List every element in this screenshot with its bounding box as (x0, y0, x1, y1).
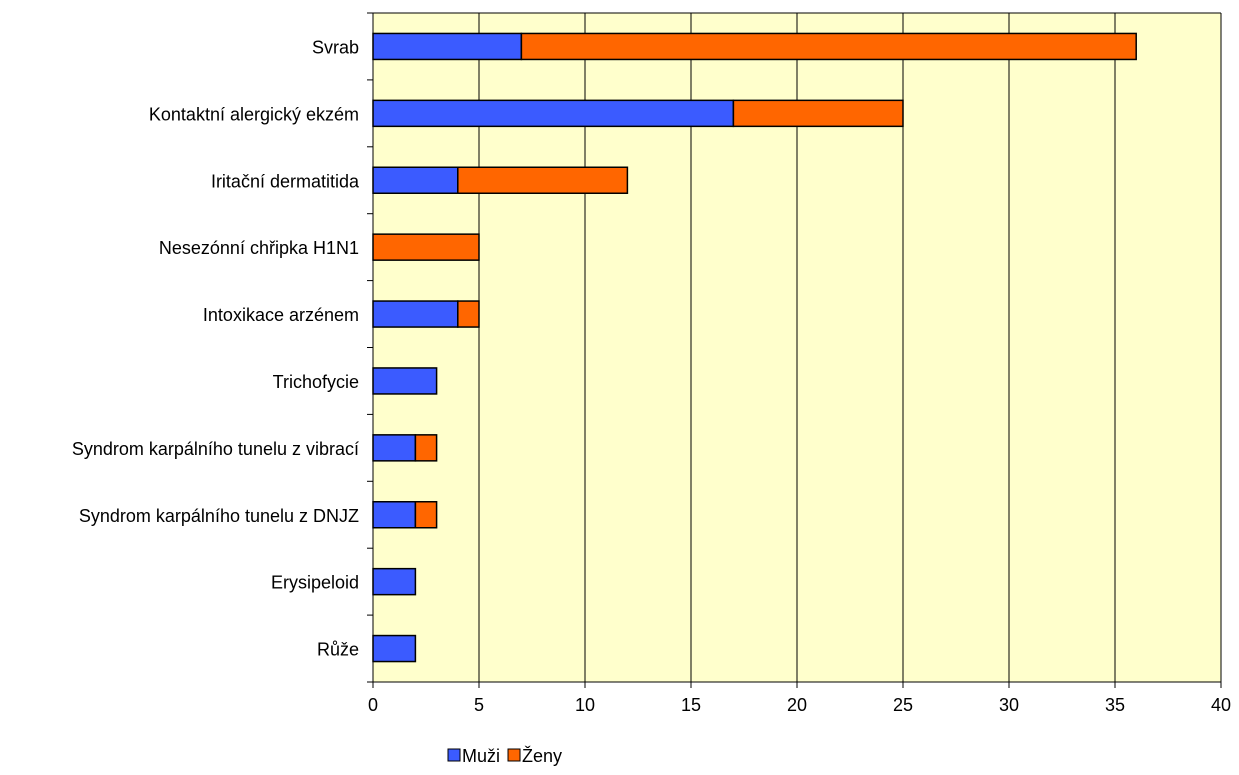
x-tick-label: 15 (681, 695, 701, 715)
bar-segment-muzi (372, 434, 417, 462)
bar-segment-zeny (457, 300, 480, 328)
category-label: Erysipeloid (271, 573, 359, 593)
category-label: Nesezónní chřipka H1N1 (159, 238, 359, 258)
category-label: Syndrom karpálního tunelu z DNJZ (79, 506, 359, 526)
category-label: Syndrom karpálního tunelu z vibrací (72, 439, 359, 459)
legend-label-muzi: Muži (462, 746, 500, 766)
bar-segment-muzi (372, 501, 417, 529)
bar-segment-muzi (372, 32, 523, 61)
bar-segment-muzi (372, 367, 438, 395)
bar-segment-zeny (520, 32, 1137, 61)
bars (372, 32, 1137, 663)
x-tick-label: 30 (999, 695, 1019, 715)
bar-segment-zeny (732, 99, 904, 128)
category-label: Trichofycie (273, 372, 359, 392)
category-label: Svrab (312, 37, 359, 57)
x-tick-label: 35 (1105, 695, 1125, 715)
bar-segment-zeny (414, 434, 438, 462)
category-label: Růže (317, 640, 359, 660)
x-tick-label: 25 (893, 695, 913, 715)
bar-segment-muzi (372, 634, 417, 663)
x-tick-label: 5 (474, 695, 484, 715)
bar-segment-zeny (372, 233, 480, 261)
legend-swatch-zeny (507, 748, 521, 762)
legend-label-zeny: Ženy (522, 746, 562, 766)
category-label: Intoxikace arzénem (203, 305, 359, 325)
legend-swatch-muzi (447, 748, 461, 762)
bar-segment-zeny (457, 166, 629, 194)
x-tick-label: 40 (1211, 695, 1231, 715)
category-label: Iritační dermatitida (211, 171, 360, 191)
legend: Muži Ženy (447, 746, 562, 766)
axes (367, 12, 1222, 688)
bar-segment-muzi (372, 567, 417, 596)
bar-segment-zeny (414, 501, 438, 529)
bar-segment-muzi (372, 99, 735, 128)
x-tick-label: 10 (575, 695, 595, 715)
x-tick-label: 0 (368, 695, 378, 715)
x-tick-label: 20 (787, 695, 807, 715)
category-labels: Svrab Kontaktní alergický ekzém Iritační d… (72, 37, 360, 659)
bar-segment-muzi (372, 300, 459, 328)
x-tick-labels: 0 5 10 15 20 25 30 35 40 (368, 695, 1231, 715)
bar-segment-muzi (372, 166, 459, 194)
category-label: Kontaktní alergický ekzém (149, 104, 359, 124)
